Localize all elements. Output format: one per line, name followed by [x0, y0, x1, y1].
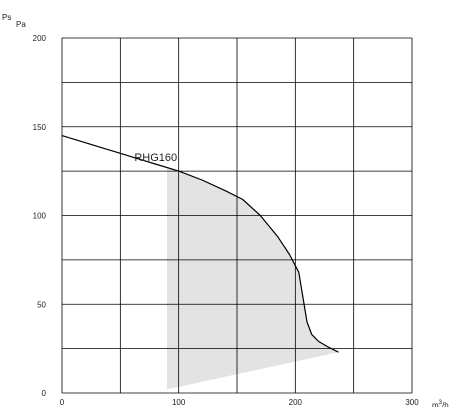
operating-area-fill	[167, 167, 339, 390]
grid	[61, 37, 413, 394]
operating-area	[167, 167, 339, 390]
x-axis-label: m3/h	[432, 400, 449, 407]
y-axis-label: Ps	[2, 13, 11, 22]
curve-layer	[61, 135, 339, 353]
x-tick-label-200: 200	[289, 398, 303, 407]
y-tick-label-100: 100	[33, 212, 47, 221]
y-tick-label-200: 200	[33, 34, 47, 43]
y-axis-unit: Pa	[16, 20, 26, 29]
y-tick-label-150: 150	[33, 123, 47, 132]
tick-labels: 0 100 200 300 0 50 100 150 200	[33, 34, 420, 407]
x-tick-label-100: 100	[172, 398, 186, 407]
x-tick-label-0: 0	[60, 398, 65, 407]
y-tick-label-50: 50	[37, 300, 46, 309]
y-tick-label-0: 0	[42, 389, 47, 398]
curve-annotation-0: RHG160	[134, 152, 177, 164]
series-line-0	[61, 135, 339, 353]
annotations: RHG160	[134, 152, 177, 164]
x-tick-label-300: 300	[405, 398, 419, 407]
